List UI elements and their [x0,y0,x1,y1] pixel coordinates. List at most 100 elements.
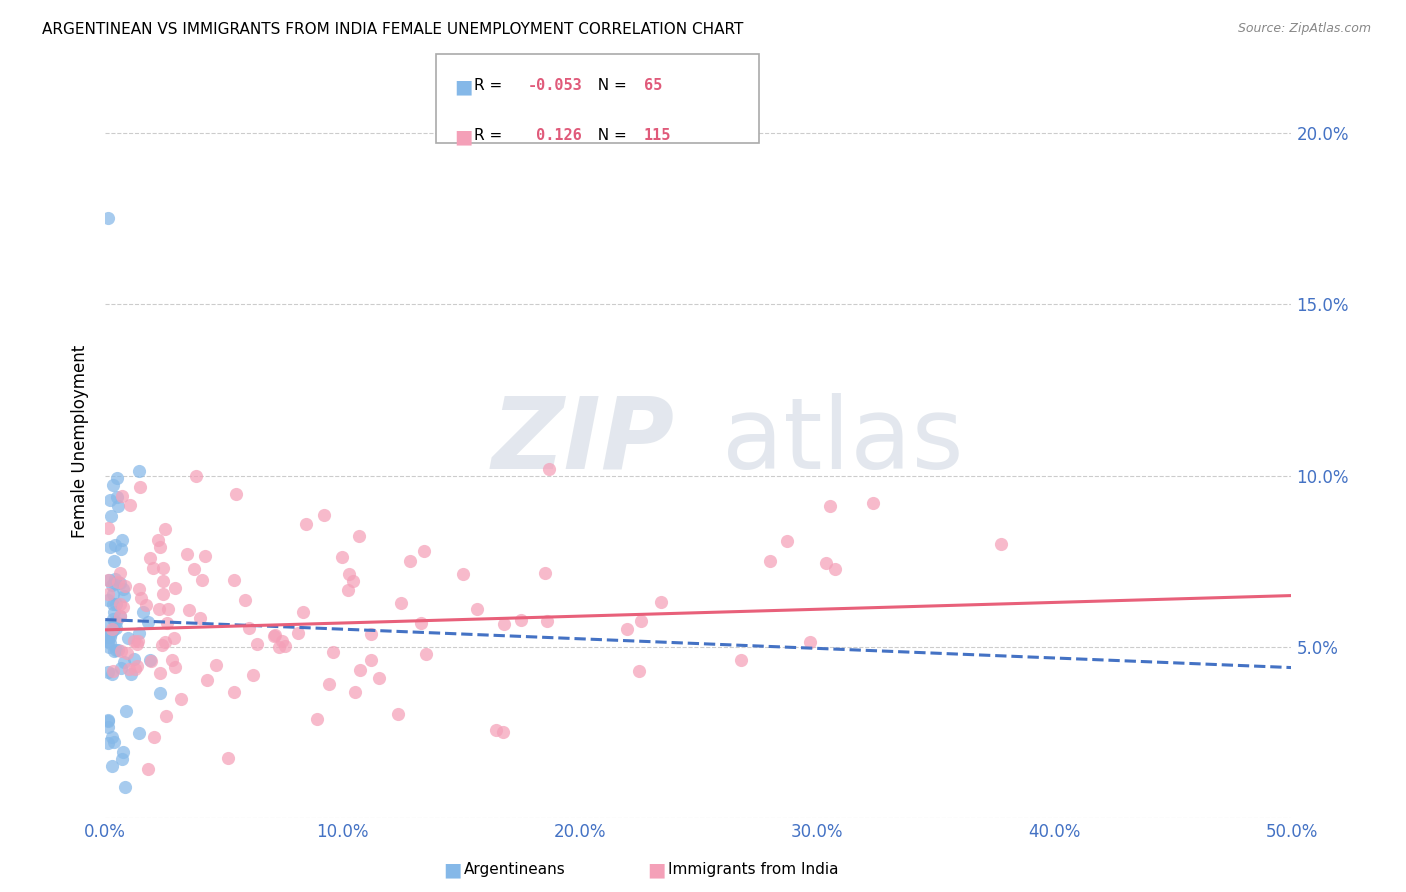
Text: ■: ■ [454,128,472,146]
Point [730,653,752,667]
Point [103,611,125,625]
Point [616,622,638,636]
Point [98,541,121,555]
Point [114,655,136,669]
Point [114,780,136,794]
Point [100,492,122,507]
Point [104,615,127,629]
Text: ■: ■ [443,860,461,880]
Point [127,633,149,648]
Point [125,637,148,651]
Point [759,554,782,568]
Point [117,647,139,661]
Point [347,529,370,543]
Point [152,574,174,588]
Point [153,634,176,648]
Point [97,665,120,679]
Point [990,537,1012,551]
Point [139,550,162,565]
Point [107,642,129,657]
Point [110,566,132,580]
Text: 0.126: 0.126 [527,128,582,143]
Point [188,611,211,625]
Point [152,587,174,601]
Text: atlas: atlas [723,392,963,490]
Point [494,616,516,631]
Point [314,508,336,522]
Point [274,640,297,654]
Point [103,576,125,591]
Point [111,533,134,547]
Point [97,633,120,648]
Point [148,602,170,616]
Point [465,601,488,615]
Point [263,629,285,643]
Point [411,615,433,630]
Point [862,496,884,510]
Point [112,589,135,603]
Point [101,586,124,600]
Text: ■: ■ [454,78,472,96]
Point [97,211,120,226]
Point [330,549,353,564]
Point [485,723,508,738]
Point [104,597,127,611]
Point [242,667,264,681]
Text: Immigrants from India: Immigrants from India [668,863,838,877]
Point [110,643,132,657]
Point [100,626,122,640]
Point [104,538,127,552]
Point [343,684,366,698]
Point [97,587,120,601]
Point [337,582,360,597]
Point [191,574,214,588]
Point [267,640,290,655]
Point [122,651,145,665]
Point [101,623,124,637]
Point [534,566,557,580]
Point [107,499,129,513]
Point [98,636,121,650]
Point [115,704,138,718]
Point [97,736,120,750]
Point [97,619,120,633]
Point [150,638,173,652]
Point [105,490,128,504]
Text: ARGENTINEAN VS IMMIGRANTS FROM INDIA FEMALE UNEMPLOYMENT CORRELATION CHART: ARGENTINEAN VS IMMIGRANTS FROM INDIA FEM… [42,22,744,37]
Point [104,621,127,635]
Point [824,562,846,576]
Point [176,548,198,562]
Point [492,724,515,739]
Point [224,573,246,587]
Point [101,597,124,611]
Point [342,574,364,588]
Point [97,714,120,729]
Text: N =: N = [588,128,631,143]
Point [367,671,389,685]
Point [136,763,159,777]
Point [195,673,218,687]
Point [217,751,239,765]
Point [129,480,152,494]
Point [186,469,208,483]
Point [271,634,294,648]
Point [155,709,177,723]
Point [103,605,125,619]
Point [149,540,172,554]
Point [105,615,128,629]
Text: 115: 115 [644,128,671,143]
Point [287,626,309,640]
Point [97,640,120,654]
Text: R =: R = [474,128,508,143]
Point [156,615,179,630]
Point [799,635,821,649]
Point [135,598,157,612]
Point [650,595,672,609]
Point [104,572,127,586]
Point [101,730,124,744]
Point [105,471,128,485]
Point [152,561,174,575]
Point [103,554,125,568]
Text: ■: ■ [647,860,665,880]
Point [136,615,159,630]
